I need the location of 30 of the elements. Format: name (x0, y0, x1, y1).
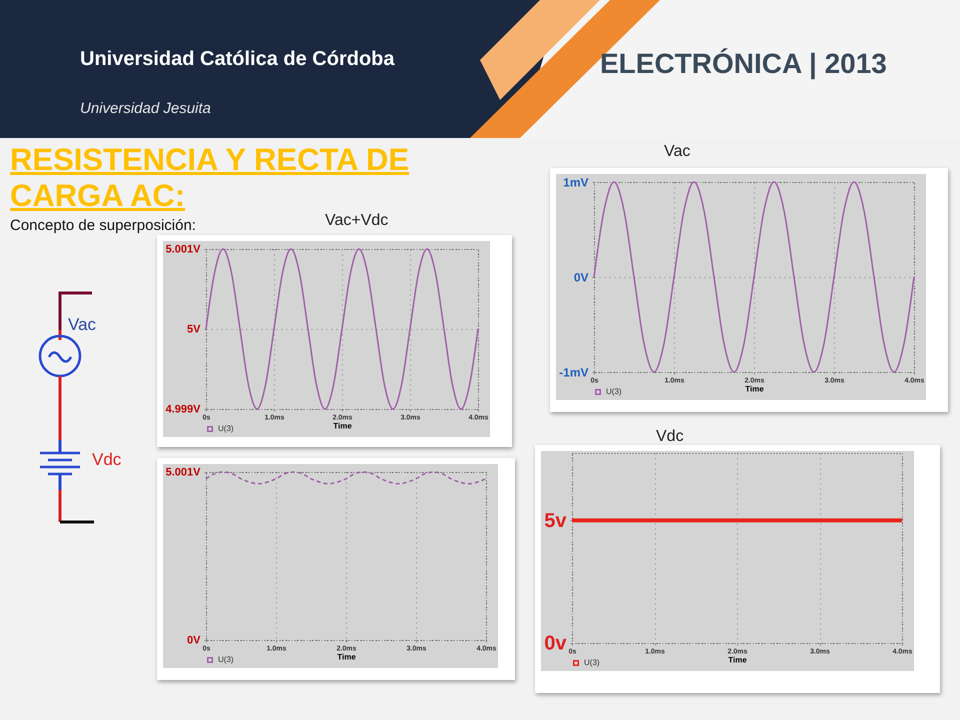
text: ELECTRÓNICA | 2013 (600, 48, 887, 80)
x-axis-title: Time (333, 422, 352, 430)
y-tick-label: -1mV (559, 366, 588, 380)
chart-title: Vdc (656, 428, 684, 446)
text: Vdc (92, 450, 122, 470)
y-tick-label: 0V (187, 634, 202, 646)
legend-label: U(3) (218, 424, 234, 433)
x-axis-title: Time (745, 384, 764, 394)
legend-label: U(3) (606, 387, 622, 396)
text: Concepto de superposición: (10, 217, 196, 234)
x-axis-title: Time (337, 652, 356, 662)
y-tick-label: 5V (187, 324, 202, 336)
y-tick-label: 5v (544, 510, 568, 532)
y-tick-label: 0v (544, 632, 568, 654)
y-tick-label: 1mV (563, 176, 588, 190)
line-series (205, 248, 479, 410)
legend-label: U(3) (584, 658, 600, 667)
text: Vac (68, 315, 96, 335)
y-tick-label: 4.999V (166, 404, 202, 416)
chart-title: Vac (664, 143, 690, 161)
chart-title: Vac+Vdc (325, 212, 388, 230)
x-axis-title: Time (728, 656, 748, 664)
text: Universidad Católica de Córdoba (80, 48, 395, 71)
y-tick-label: 5.001V (166, 466, 202, 478)
legend-label: U(3) (218, 655, 234, 664)
line-series (593, 181, 915, 373)
y-tick-label: 5.001V (166, 244, 202, 256)
text: RESISTENCIA Y RECTA DE CARGA AC: (10, 142, 410, 213)
text: Universidad Jesuita (80, 100, 211, 117)
y-tick-label: 0V (574, 270, 588, 284)
